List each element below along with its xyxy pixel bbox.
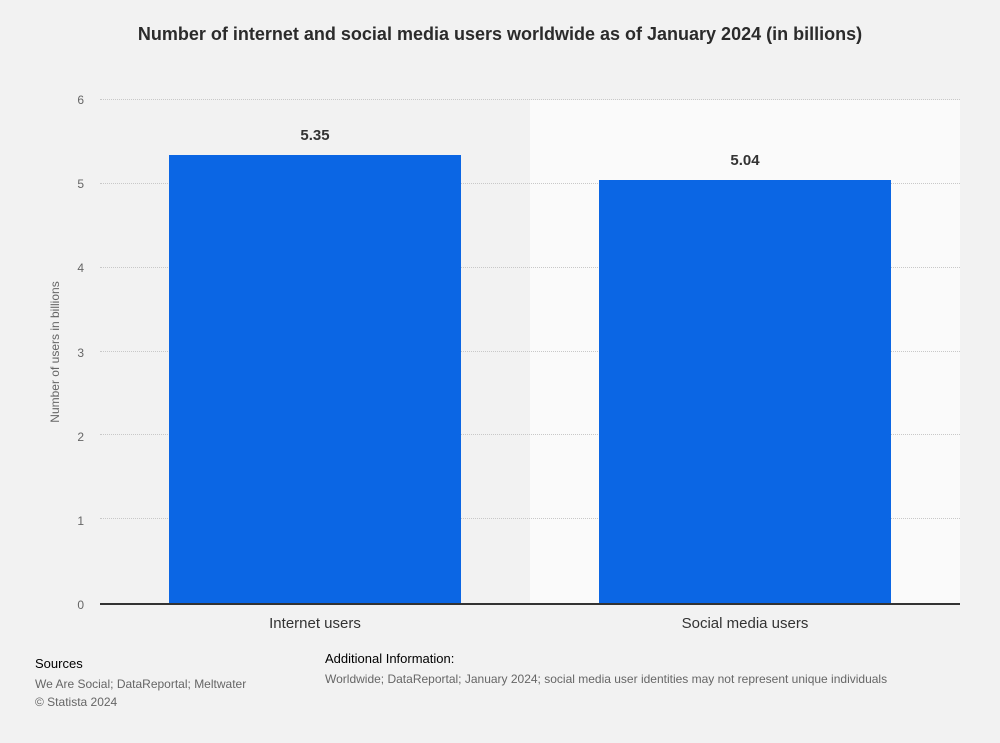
plot-column-band: 5.35 <box>100 100 530 603</box>
x-axis-label-social-media-users: Social media users <box>681 615 809 632</box>
additional-info-text: Worldwide; DataReportal; January 2024; s… <box>325 672 888 686</box>
y-axis: 0 1 2 3 4 5 6 <box>0 93 92 612</box>
chart-title: Number of internet and social media user… <box>137 24 863 44</box>
y-tick-label: 4 <box>77 261 84 276</box>
y-tick-label: 5 <box>77 177 84 192</box>
copyright-text: © Statista 2024 <box>35 695 118 709</box>
gridline <box>100 99 960 100</box>
bar-value-label-social-media-users: 5.04 <box>730 152 760 170</box>
bar-value-label-internet-users: 5.35 <box>300 126 330 144</box>
gridline <box>100 518 960 520</box>
sources-block: Sources We Are Social; DataReportal; Mel… <box>35 656 246 711</box>
sources-label: Sources <box>35 656 83 671</box>
additional-info-block: Additional Information: Worldwide; DataR… <box>325 651 985 688</box>
gridline <box>100 182 960 184</box>
x-axis-label-internet-users: Internet users <box>269 615 361 632</box>
gridline <box>100 434 960 436</box>
bar-internet-users[interactable] <box>168 154 462 603</box>
gridline <box>100 350 960 352</box>
plot-column-band: 5.04 <box>530 100 960 603</box>
y-tick-label: 3 <box>77 345 84 360</box>
gridline <box>100 266 960 268</box>
y-tick-label: 1 <box>77 513 84 528</box>
x-axis: Internet users Social media users <box>100 615 960 639</box>
sources-text: We Are Social; DataReportal; Meltwater <box>35 677 247 691</box>
plot-area: 5.35 5.04 <box>100 99 960 605</box>
y-tick-label: 2 <box>77 429 84 444</box>
y-tick-label: 0 <box>77 598 84 612</box>
y-tick-label: 6 <box>77 93 84 107</box>
additional-info-label: Additional Information: <box>325 651 455 666</box>
bar-social-media-users[interactable] <box>598 180 892 603</box>
